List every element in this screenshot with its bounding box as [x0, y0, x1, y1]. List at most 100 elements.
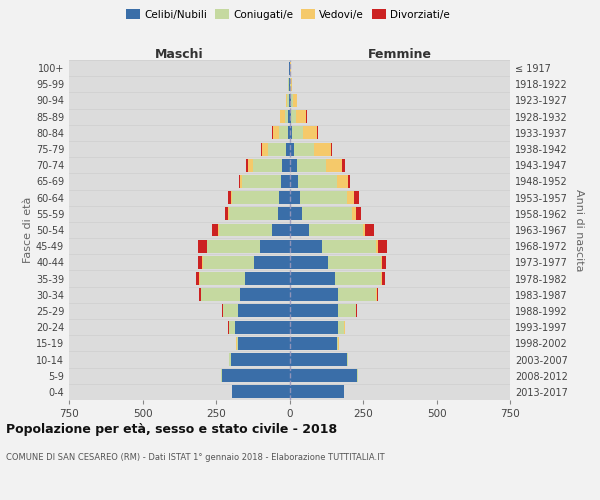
Bar	[335, 272, 380, 285]
Bar	[302, 208, 352, 220]
Bar	[286, 94, 287, 107]
Bar	[348, 175, 350, 188]
Bar	[261, 142, 262, 156]
Bar	[290, 110, 291, 123]
Bar	[290, 159, 297, 172]
Bar	[268, 142, 286, 156]
Bar	[352, 208, 356, 220]
Bar	[245, 272, 290, 285]
Bar	[290, 369, 357, 382]
Bar	[290, 304, 338, 318]
Bar	[337, 337, 338, 350]
Bar	[246, 159, 248, 172]
Bar	[378, 240, 386, 252]
Bar	[290, 272, 335, 285]
Bar	[382, 272, 385, 285]
Bar	[300, 191, 347, 204]
Text: Femmine: Femmine	[368, 48, 432, 61]
Bar	[290, 208, 302, 220]
Bar	[287, 94, 289, 107]
Bar	[347, 353, 348, 366]
Bar	[292, 126, 303, 140]
Bar	[199, 288, 201, 301]
Bar	[326, 159, 343, 172]
Bar	[290, 224, 308, 236]
Bar	[354, 191, 359, 204]
Bar	[232, 386, 290, 398]
Bar	[297, 159, 326, 172]
Bar	[376, 240, 378, 252]
Bar	[289, 110, 290, 123]
Bar	[337, 175, 348, 188]
Bar	[253, 159, 282, 172]
Bar	[291, 78, 292, 91]
Bar	[290, 240, 322, 252]
Bar	[338, 304, 356, 318]
Bar	[290, 288, 338, 301]
Bar	[225, 208, 229, 220]
Bar	[260, 240, 290, 252]
Bar	[235, 320, 290, 334]
Bar	[229, 320, 235, 334]
Y-axis label: Fasce di età: Fasce di età	[23, 197, 33, 263]
Bar	[238, 304, 290, 318]
Bar	[290, 386, 344, 398]
Bar	[363, 224, 365, 236]
Bar	[285, 110, 289, 123]
Text: Maschi: Maschi	[155, 48, 203, 61]
Bar	[238, 337, 290, 350]
Bar	[281, 175, 290, 188]
Bar	[290, 337, 337, 350]
Bar	[232, 191, 279, 204]
Bar	[347, 191, 354, 204]
Bar	[239, 288, 290, 301]
Bar	[240, 175, 242, 188]
Bar	[272, 224, 290, 236]
Bar	[338, 288, 376, 301]
Bar	[228, 191, 230, 204]
Bar	[322, 240, 376, 252]
Bar	[239, 175, 240, 188]
Bar	[308, 224, 363, 236]
Bar	[278, 208, 290, 220]
Bar	[298, 175, 337, 188]
Bar	[291, 110, 296, 123]
Bar	[365, 224, 374, 236]
Bar	[290, 126, 292, 140]
Bar	[262, 142, 268, 156]
Bar	[382, 256, 386, 269]
Bar	[254, 256, 290, 269]
Bar	[290, 191, 300, 204]
Bar	[286, 142, 290, 156]
Bar	[196, 272, 199, 285]
Bar	[223, 304, 238, 318]
Bar	[198, 240, 206, 252]
Bar	[202, 288, 239, 301]
Legend: Celibi/Nubili, Coniugati/e, Vedovi/e, Divorziati/e: Celibi/Nubili, Coniugati/e, Vedovi/e, Di…	[122, 5, 454, 24]
Bar	[356, 208, 361, 220]
Bar	[219, 224, 272, 236]
Bar	[289, 94, 290, 107]
Y-axis label: Anni di nascita: Anni di nascita	[574, 188, 584, 271]
Bar	[229, 353, 230, 366]
Bar	[314, 142, 331, 156]
Bar	[293, 94, 298, 107]
Bar	[248, 159, 253, 172]
Bar	[242, 175, 281, 188]
Bar	[280, 110, 285, 123]
Bar	[212, 224, 218, 236]
Bar	[229, 208, 278, 220]
Bar	[236, 337, 238, 350]
Bar	[203, 256, 254, 269]
Bar	[290, 175, 298, 188]
Bar	[296, 110, 306, 123]
Bar	[331, 142, 332, 156]
Bar	[294, 142, 314, 156]
Bar	[380, 256, 382, 269]
Bar	[290, 142, 294, 156]
Bar	[230, 353, 290, 366]
Bar	[290, 78, 291, 91]
Bar	[200, 272, 245, 285]
Bar	[273, 126, 279, 140]
Bar	[303, 126, 317, 140]
